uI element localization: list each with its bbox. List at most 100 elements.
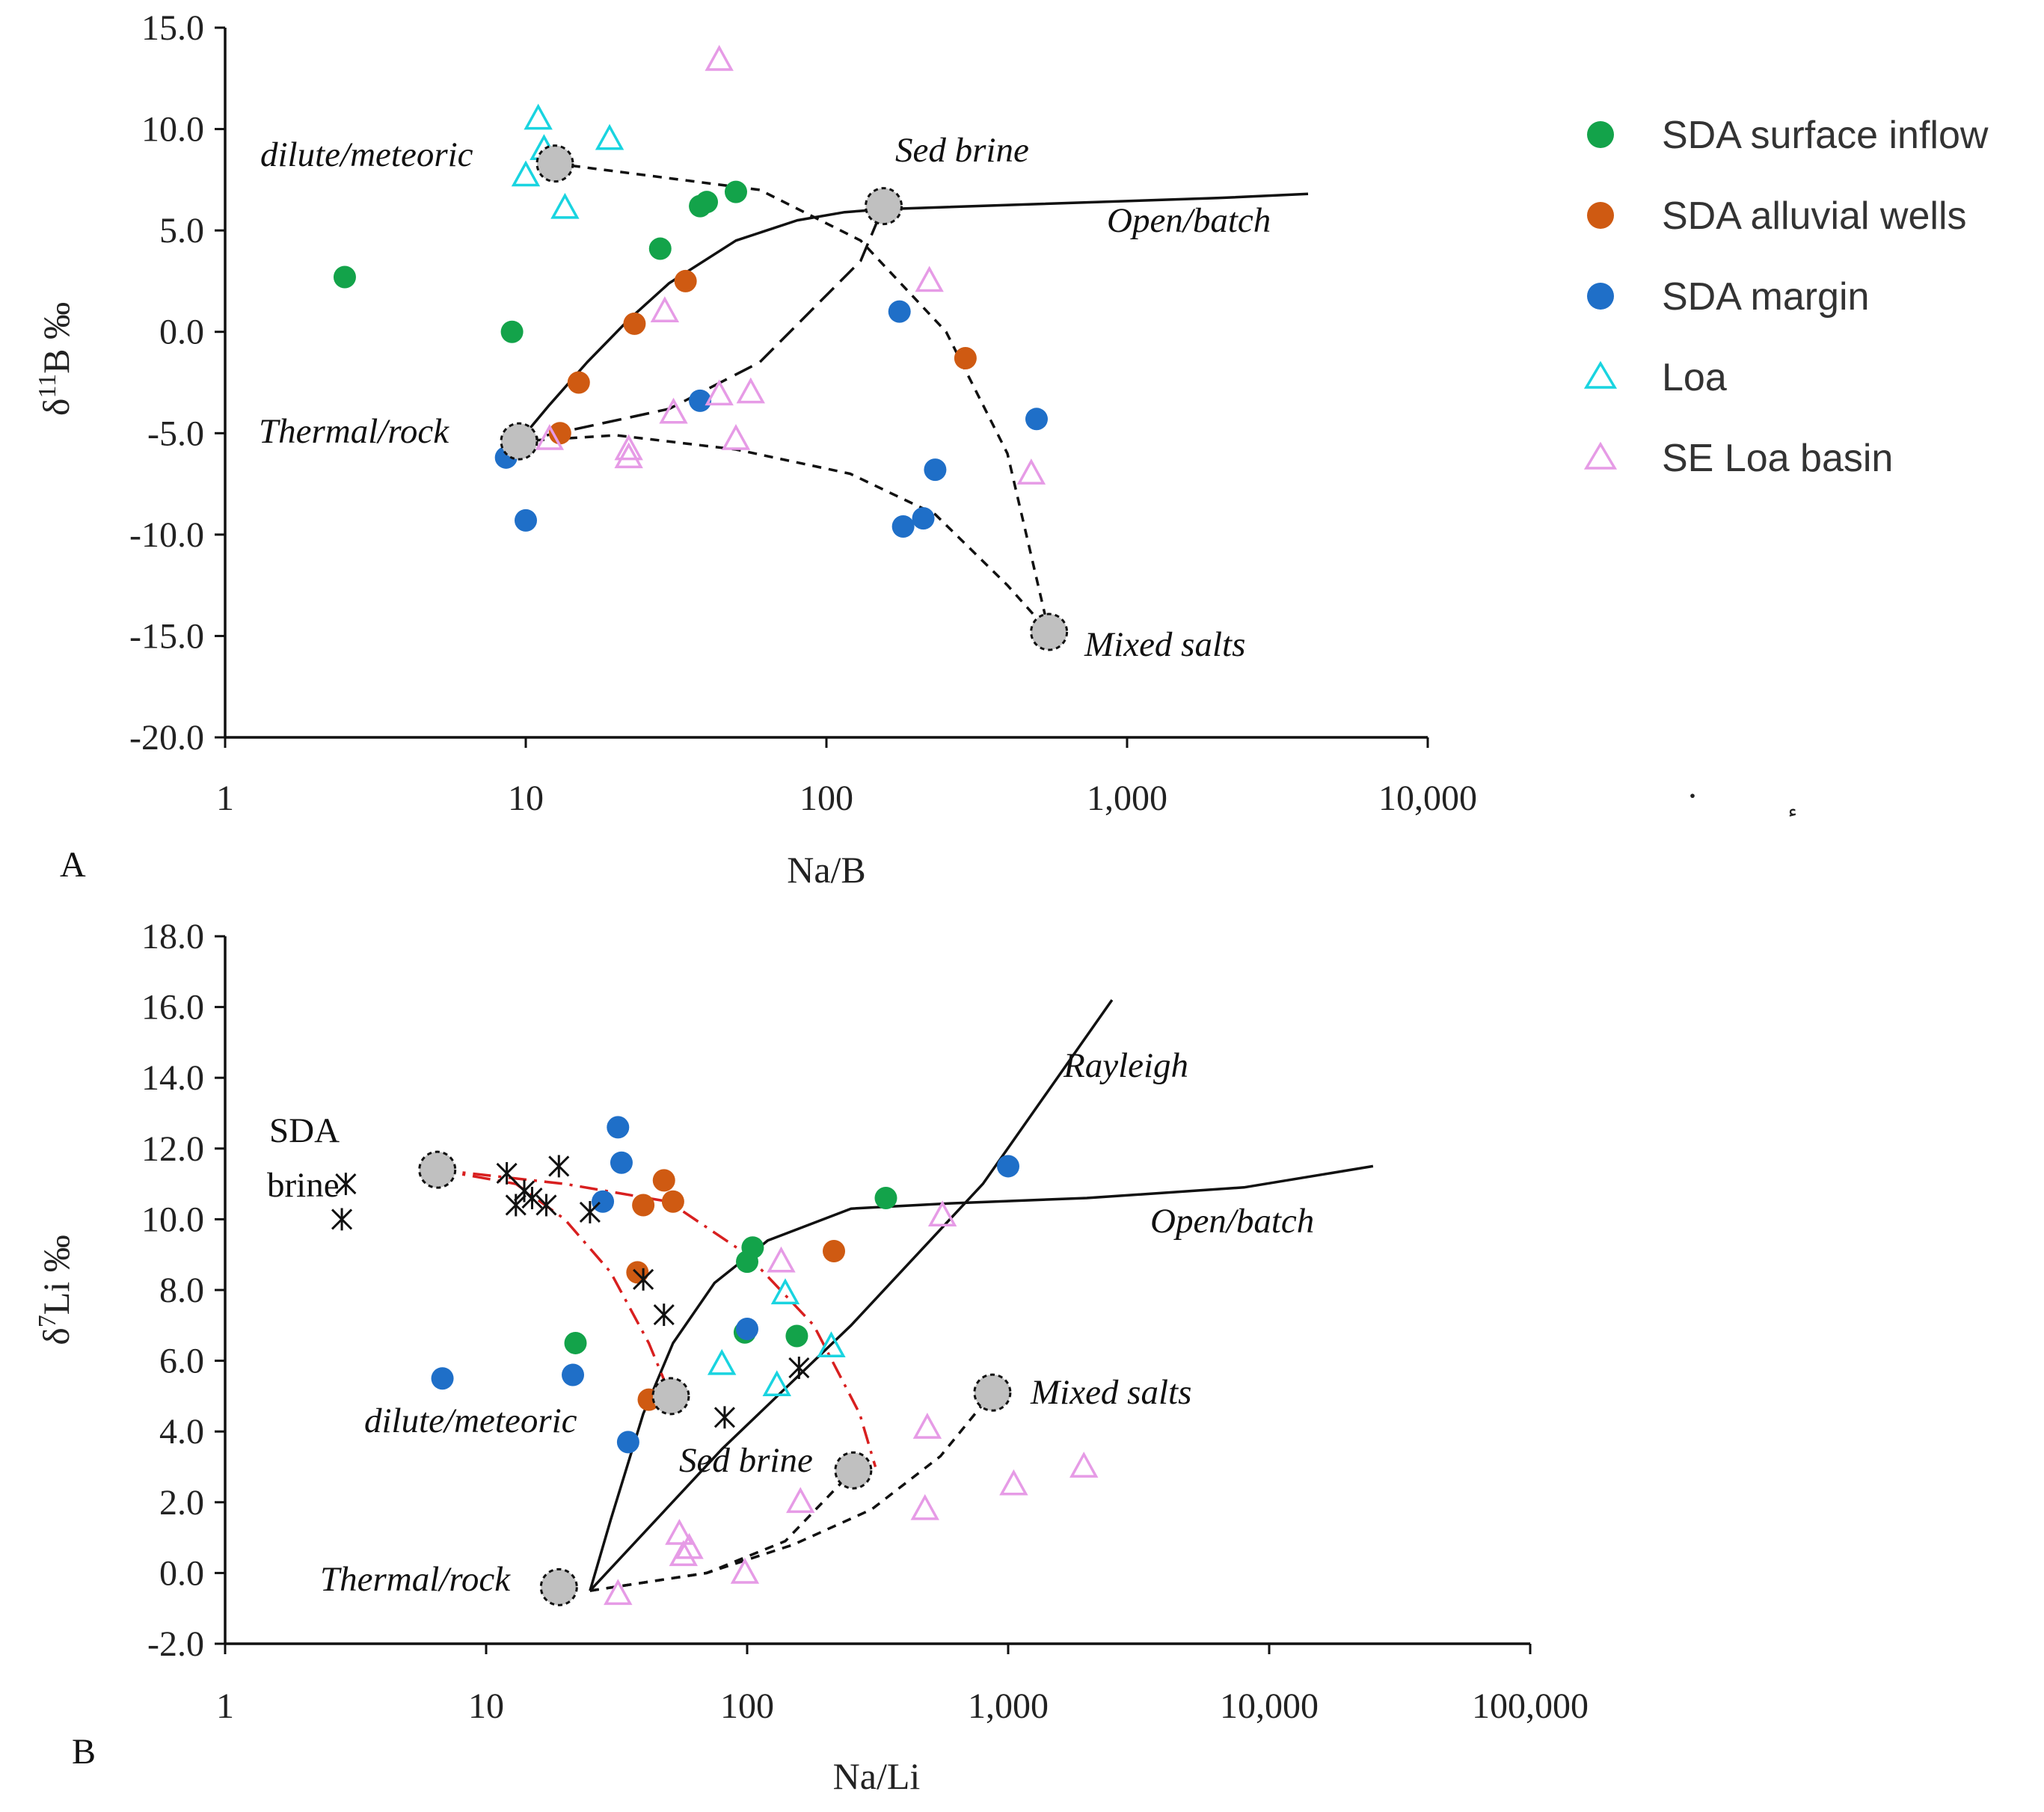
x-tick-label: 1	[216, 1686, 234, 1726]
point-se_loa_basin	[786, 1487, 815, 1514]
panel-b-x-ticks: 1 10 100 1,000 10,000 100,000	[216, 1644, 1589, 1726]
y-tick-label: 16.0	[141, 988, 204, 1028]
point-sda-brine	[505, 1194, 527, 1217]
curve-dashed-short	[554, 162, 1051, 633]
point-surface_inflow	[724, 180, 747, 203]
point-margin	[1025, 408, 1048, 431]
point-loa	[595, 123, 624, 150]
stray-mark-a: ·	[1687, 776, 1698, 816]
x-tick-label: 10,000	[1378, 778, 1477, 818]
point-loa	[707, 1348, 737, 1375]
point-se_loa_basin	[705, 44, 734, 71]
panel-a-points	[333, 44, 1048, 538]
point-margin	[689, 389, 712, 412]
panel-b-label-sda: SDA	[269, 1111, 340, 1150]
y-tick-label: 6.0	[159, 1342, 204, 1381]
point-loa	[770, 1278, 800, 1305]
panel-a-end-members	[500, 144, 1069, 651]
point-se_loa_basin	[721, 424, 751, 450]
point-alluvial_wells	[674, 269, 697, 292]
panel-b-y-label: δ7Li ‰	[34, 1235, 77, 1345]
point-loa	[762, 1370, 791, 1397]
y-tick-label: -2.0	[147, 1624, 204, 1664]
panel-a-curves	[518, 162, 1309, 633]
x-tick-label: 10,000	[1220, 1686, 1319, 1726]
x-tick-label: 1,000	[1087, 778, 1167, 818]
legend-marker-surface-inflow	[1587, 121, 1614, 148]
point-margin	[515, 509, 537, 532]
point-se_loa_basin	[912, 1413, 942, 1439]
y-tick-label: 14.0	[141, 1058, 204, 1098]
point-se_loa_basin	[675, 1532, 704, 1559]
point-loa	[550, 192, 580, 219]
end-member-thermal-rock	[500, 422, 538, 461]
panel-a-label-dilute-meteoric: dilute/meteoric	[260, 135, 473, 174]
point-loa	[511, 160, 541, 187]
legend-label-alluvial-wells: SDA alluvial wells	[1662, 194, 1967, 238]
point-loa	[817, 1331, 846, 1358]
point-se_loa_basin	[927, 1200, 957, 1227]
panel-a-label-mixed-salts: Mixed salts	[1084, 625, 1245, 664]
point-sda-brine	[713, 1406, 735, 1429]
panel-b-label-brine: brine	[267, 1166, 340, 1205]
point-sda-brine	[331, 1208, 353, 1231]
point-sda-brine	[633, 1268, 654, 1291]
y-tick-label: 4.0	[159, 1412, 204, 1452]
y-tick-label: 15.0	[141, 8, 204, 48]
curve-dashed-short	[589, 1469, 855, 1592]
point-se_loa_basin	[650, 296, 680, 322]
panel-b-y-ticks: -2.0 0.0 2.0 4.0 6.0 8.0 10.0 12.0 14.0 16.0 18.0	[141, 917, 225, 1664]
y-tick-label: 0.0	[159, 1553, 204, 1593]
end-member-mixed-salts	[1030, 612, 1069, 651]
point-se_loa_basin	[910, 1493, 939, 1520]
point-surface_inflow	[696, 191, 719, 214]
legend-marker-alluvial-wells	[1587, 202, 1614, 229]
end-member-mixed-salts	[973, 1373, 1012, 1412]
point-alluvial_wells	[652, 1169, 675, 1192]
legend-marker-loa	[1583, 360, 1618, 389]
curve-solid-openbatch	[518, 192, 1309, 443]
point-margin	[912, 507, 935, 530]
panel-a-x-ticks: 1 10 100 1,000 10,000	[216, 737, 1477, 818]
end-member-dilute-meteoric	[651, 1377, 690, 1416]
point-loa	[524, 103, 553, 130]
point-surface_inflow	[333, 265, 356, 289]
y-tick-label: 5.0	[159, 211, 204, 251]
legend-label-se-loa-basin: SE Loa basin	[1662, 437, 1893, 480]
point-se_loa_basin	[705, 379, 734, 406]
panel-b-x-label: Na/Li	[833, 1755, 921, 1797]
legend: SDA surface inflow SDA alluvial wells SD…	[1583, 114, 1989, 480]
x-tick-label: 10	[468, 1686, 504, 1726]
point-se_loa_basin	[669, 1540, 699, 1567]
point-se_loa_basin	[604, 1579, 633, 1606]
y-tick-label: 2.0	[159, 1483, 204, 1523]
y-tick-label: 10.0	[141, 1200, 204, 1239]
y-tick-label: -15.0	[129, 616, 204, 656]
point-margin	[592, 1190, 615, 1213]
legend-item-loa: Loa	[1583, 356, 1727, 399]
y-tick-label: 8.0	[159, 1271, 204, 1310]
point-alluvial_wells	[567, 371, 590, 394]
end-member-dilute-meteoric	[535, 144, 574, 183]
point-alluvial_wells	[661, 1190, 684, 1213]
point-se_loa_basin	[1016, 458, 1046, 485]
legend-marker-se-loa-basin	[1583, 441, 1618, 470]
point-alluvial_wells	[823, 1239, 846, 1262]
x-tick-label: 10	[508, 778, 544, 818]
point-sda-brine	[579, 1200, 601, 1223]
y-tick-label: 0.0	[159, 313, 204, 352]
point-margin	[736, 1318, 758, 1341]
legend-item-alluvial-wells: SDA alluvial wells	[1587, 194, 1967, 238]
panel-b-end-members	[418, 1150, 1012, 1606]
legend-item-surface-inflow: SDA surface inflow	[1587, 114, 1989, 157]
curve-dashed-short	[589, 1392, 994, 1592]
point-sda-brine	[653, 1303, 675, 1327]
panel-b-label-sed-brine: Sed brine	[679, 1441, 813, 1480]
point-sda-brine	[548, 1155, 570, 1178]
panel-b-chart: -2.00.02.04.06.08.010.012.014.016.018.0 …	[34, 917, 1589, 1797]
point-sda-brine	[535, 1194, 557, 1217]
curve-solid-rayleigh	[589, 999, 1114, 1592]
x-tick-label: 1	[216, 778, 234, 818]
panel-b-letter: B	[72, 1732, 96, 1772]
point-alluvial_wells	[623, 312, 646, 335]
